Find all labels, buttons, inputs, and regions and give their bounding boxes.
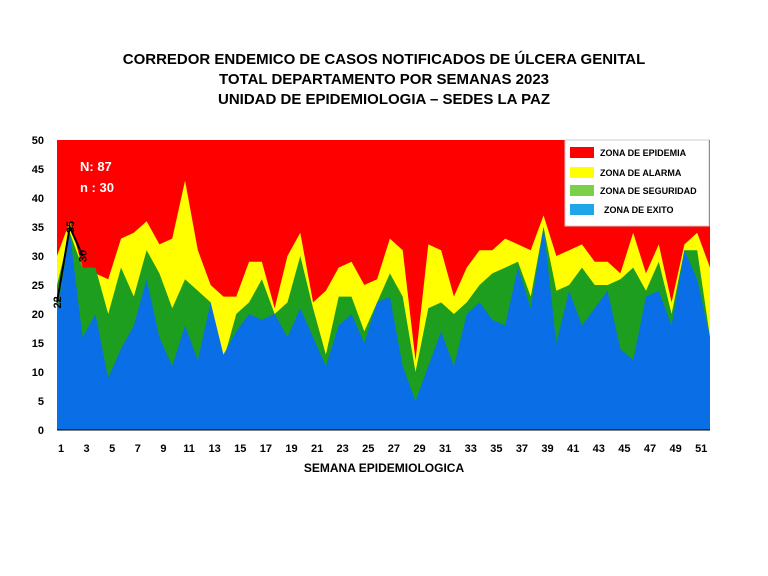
legend-swatch-epidemia (570, 147, 594, 158)
x-axis-title: SEMANA EPIDEMIOLOGICA (304, 461, 465, 475)
y-tick-label: 20 (32, 309, 44, 321)
current-year-line: 22 35 30 (52, 221, 90, 309)
y-tick-label: 15 (32, 338, 44, 350)
x-tick-label: 1 (58, 443, 64, 455)
current-data-label: 35 (65, 221, 77, 233)
x-tick-label: 41 (567, 443, 579, 455)
legend-label-epidemia: ZONA DE EPIDEMIA (600, 148, 687, 158)
x-tick-label: 47 (644, 443, 656, 455)
title-line-2: TOTAL DEPARTAMENTO POR SEMANAS 2023 (218, 71, 550, 88)
title-line-1: CORREDOR ENDEMICO DE CASOS NOTIFICADOS D… (122, 51, 646, 68)
legend-swatch-alarma (570, 167, 594, 178)
y-tick-label: 10 (32, 367, 44, 379)
annotation-total-n: N: 87 (80, 159, 112, 174)
x-tick-label: 13 (209, 443, 221, 455)
x-tick-label: 49 (669, 443, 681, 455)
title-line-3: UNIDAD DE EPIDEMIOLOGIA – SEDES LA PAZ (218, 91, 550, 108)
y-tick-label: 25 (32, 280, 44, 292)
x-tick-label: 25 (362, 443, 374, 455)
y-tick-label: 5 (38, 396, 44, 408)
x-tick-label: 35 (490, 443, 502, 455)
x-tick-label: 51 (695, 443, 707, 455)
x-tick-label: 37 (516, 443, 528, 455)
area-exito (57, 227, 710, 430)
x-tick-label: 43 (593, 443, 605, 455)
x-tick-label: 11 (183, 443, 195, 455)
x-tick-label: 7 (135, 443, 141, 455)
x-tick-label: 27 (388, 443, 400, 455)
y-tick-label: 0 (38, 425, 44, 437)
legend-label-exito: ZONA DE EXITO (604, 205, 674, 215)
x-tick-label: 15 (234, 443, 246, 455)
y-tick-label: 50 (32, 135, 44, 147)
y-tick-label: 30 (32, 251, 44, 263)
x-tick-label: 45 (618, 443, 630, 455)
area-layers (57, 140, 710, 430)
current-data-label: 22 (52, 296, 64, 308)
y-tick-label: 35 (32, 222, 44, 234)
x-tick-label: 19 (285, 443, 297, 455)
x-tick-label: 5 (109, 443, 115, 455)
x-tick-label: 33 (465, 443, 477, 455)
x-tick-label: 23 (337, 443, 349, 455)
y-tick-label: 40 (32, 193, 44, 205)
x-tick-label: 3 (84, 443, 90, 455)
current-series-line (56, 223, 84, 303)
x-tick-label: 21 (311, 443, 323, 455)
current-data-label: 30 (78, 250, 90, 262)
legend-swatch-exito (570, 204, 594, 215)
legend: ZONA DE EPIDEMIA ZONA DE ALARMA ZONA DE … (564, 139, 710, 227)
annotation-sample-n: n : 30 (80, 180, 114, 195)
x-tick-label: 17 (260, 443, 272, 455)
x-tick-label: 31 (439, 443, 451, 455)
x-tick-label: 29 (413, 443, 425, 455)
x-tick-label: 39 (541, 443, 553, 455)
legend-label-seguridad: ZONA DE SEGURIDAD (600, 186, 697, 196)
y-tick-label: 45 (32, 164, 44, 176)
legend-swatch-seguridad (570, 185, 594, 196)
legend-label-alarma: ZONA DE ALARMA (600, 168, 682, 178)
chart-title: CORREDOR ENDEMICO DE CASOS NOTIFICADOS D… (0, 50, 768, 110)
x-tick-label: 9 (160, 443, 166, 455)
